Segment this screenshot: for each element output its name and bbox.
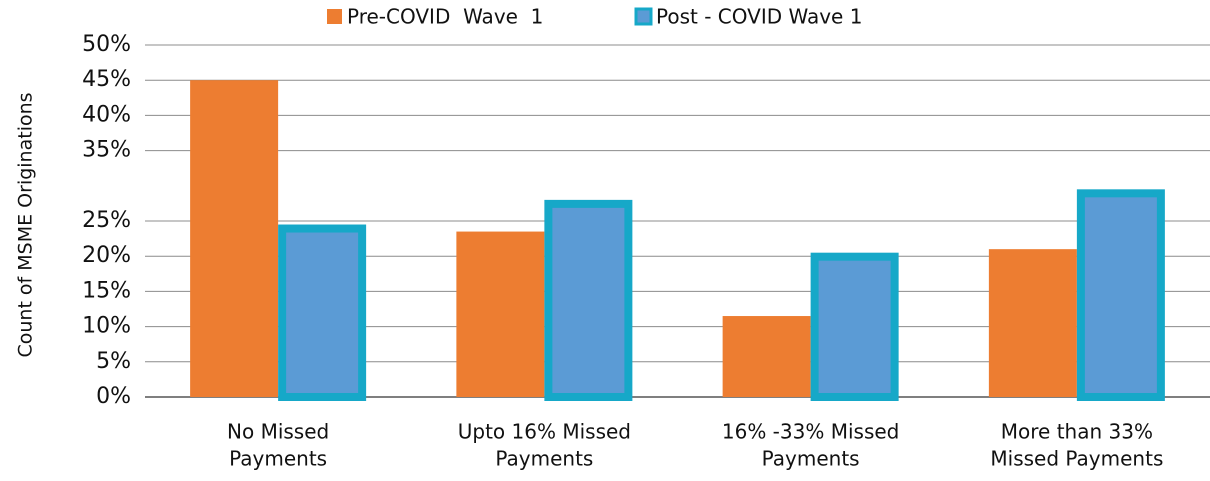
legend-label: Post - COVID Wave 1	[656, 5, 862, 29]
bar	[278, 224, 367, 401]
bar	[456, 231, 545, 397]
bar	[1076, 189, 1165, 401]
y-tick-label: 0%	[96, 384, 131, 409]
bar	[988, 249, 1077, 397]
x-tick-label: Payments	[229, 447, 327, 471]
x-tick-label: More than 33%	[1001, 420, 1153, 444]
y-tick-label: 25%	[82, 208, 131, 233]
x-tick-label: 16% -33% Missed	[722, 420, 900, 444]
legend-swatch	[634, 7, 653, 26]
y-axis-label: Count of MSME Originations	[15, 92, 37, 357]
legend-label: Pre-COVID Wave 1	[347, 5, 543, 29]
y-tick-label: 10%	[82, 314, 131, 339]
x-tick-label: Payments	[762, 447, 860, 471]
x-tick-label: No Missed	[227, 420, 329, 444]
legend-swatch	[327, 9, 342, 24]
bar	[722, 316, 811, 397]
x-tick-label: Payments	[495, 447, 593, 471]
x-tick-label: Upto 16% Missed	[458, 420, 631, 444]
bar	[544, 199, 633, 401]
y-tick-label: 35%	[82, 138, 131, 163]
bar	[810, 252, 899, 401]
y-tick-label: 20%	[82, 243, 131, 268]
bar	[190, 80, 279, 397]
y-tick-label: 40%	[82, 102, 131, 127]
x-tick-label: Missed Payments	[990, 447, 1163, 471]
y-tick-label: 15%	[82, 278, 131, 303]
y-tick-label: 45%	[82, 67, 131, 92]
y-tick-label: 5%	[96, 349, 131, 374]
y-tick-label: 50%	[82, 32, 131, 57]
